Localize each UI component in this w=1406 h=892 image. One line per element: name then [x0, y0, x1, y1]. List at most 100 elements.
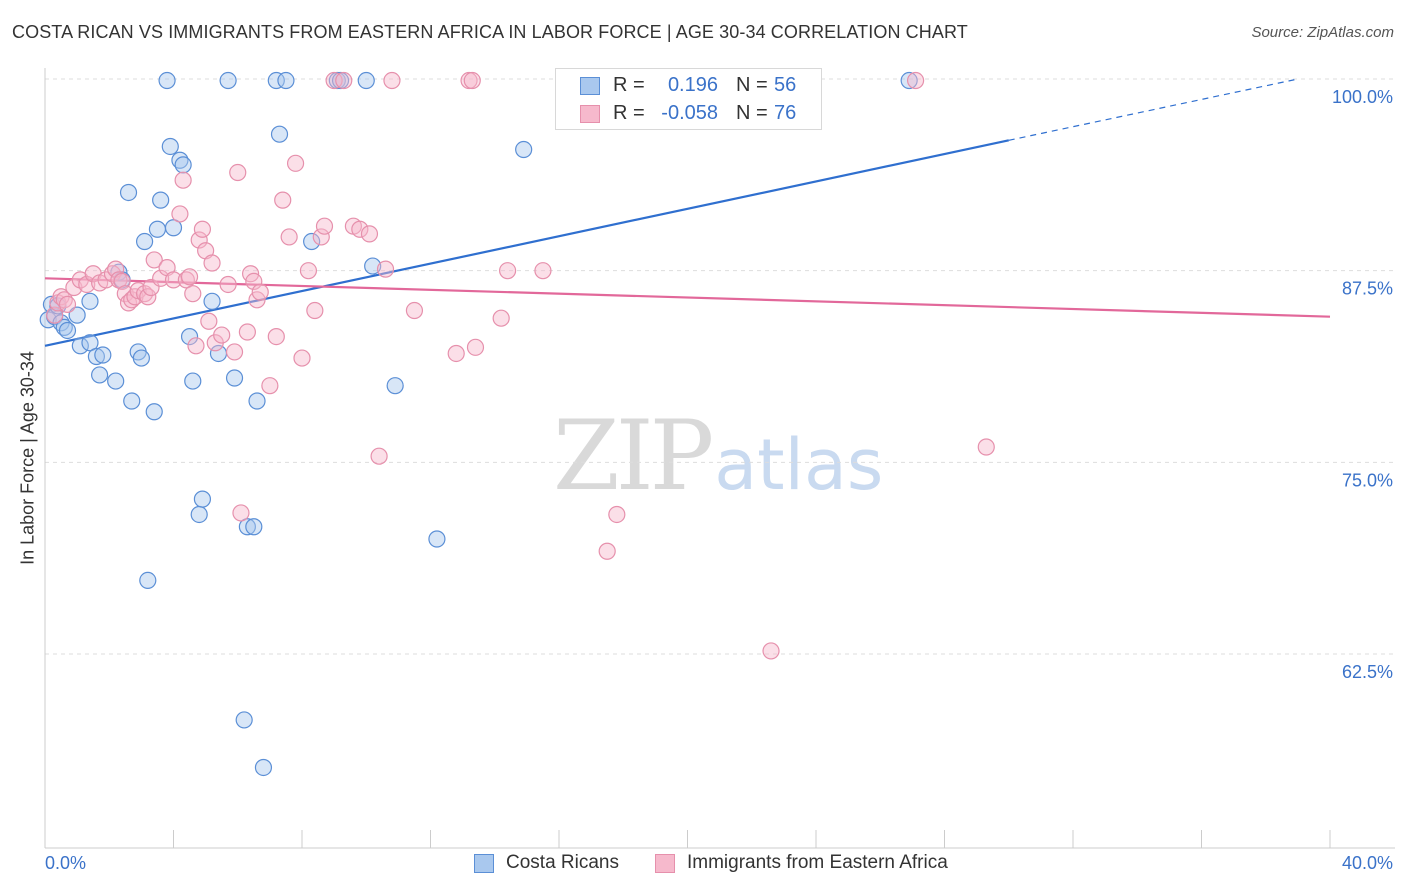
data-point-eastern-africa — [447, 344, 465, 363]
legend-row-costa-ricans: R = 0.196 N = 56 — [556, 72, 821, 100]
data-point-eastern-africa — [190, 231, 208, 249]
data-point-eastern-africa — [213, 326, 231, 344]
data-point-costa-ricans — [145, 403, 163, 421]
data-point-eastern-africa — [55, 291, 73, 309]
data-point-costa-ricans — [123, 392, 141, 410]
watermark: ZIPatlas — [553, 400, 883, 512]
data-point-eastern-africa — [171, 205, 189, 223]
data-point-costa-ricans — [132, 349, 150, 367]
data-point-costa-ricans — [428, 530, 446, 548]
data-point-eastern-africa — [463, 71, 481, 90]
data-point-eastern-africa — [280, 228, 298, 246]
data-point-eastern-africa — [286, 154, 305, 172]
r-label: R = — [613, 74, 645, 96]
data-point-eastern-africa — [312, 228, 330, 246]
data-point-eastern-africa — [184, 285, 202, 303]
data-point-eastern-africa — [274, 191, 292, 209]
data-point-eastern-africa — [177, 271, 195, 289]
data-point-costa-ricans — [357, 71, 375, 90]
n-label: N = — [736, 74, 768, 96]
data-point-costa-ricans — [277, 71, 295, 90]
y-tick-label: 75.0% — [1342, 470, 1393, 490]
data-point-costa-ricans — [248, 392, 266, 410]
data-point-eastern-africa — [116, 285, 134, 303]
y-tick-label: 62.5% — [1342, 662, 1393, 682]
data-point-eastern-africa — [335, 71, 353, 90]
data-point-eastern-africa — [200, 312, 218, 330]
n-value: 76 — [774, 102, 797, 124]
data-point-costa-ricans — [135, 232, 154, 251]
data-point-eastern-africa — [405, 301, 424, 320]
data-points — [39, 71, 995, 777]
data-point-eastern-africa — [534, 262, 552, 280]
data-point-eastern-africa — [499, 262, 517, 280]
trend-line-eastern-africa — [44, 277, 1331, 318]
data-point-costa-ricans — [184, 372, 202, 390]
tick-labels: 62.5% 75.0% 87.5% 100.0% 0.0% 40.0% — [45, 87, 1393, 873]
data-point-costa-ricans — [303, 232, 321, 251]
data-point-costa-ricans — [270, 125, 289, 143]
data-point-eastern-africa — [119, 294, 138, 312]
axes — [44, 68, 1395, 849]
data-point-costa-ricans — [87, 347, 106, 366]
gridlines — [45, 78, 1395, 655]
data-point-eastern-africa — [174, 171, 192, 189]
data-point-costa-ricans — [58, 321, 77, 340]
data-point-eastern-africa — [261, 377, 279, 395]
data-point-eastern-africa — [608, 505, 626, 524]
data-point-eastern-africa — [492, 309, 510, 327]
data-point-eastern-africa — [152, 269, 170, 287]
legend-swatch-pink — [580, 105, 600, 123]
data-point-eastern-africa — [238, 323, 256, 341]
data-point-eastern-africa — [78, 275, 96, 294]
watermark-zip: ZIP — [553, 400, 714, 512]
data-point-eastern-africa — [360, 225, 379, 243]
data-point-costa-ricans — [68, 306, 86, 324]
x-tick-label: 40.0% — [1342, 853, 1393, 873]
data-point-eastern-africa — [225, 343, 244, 361]
data-point-costa-ricans — [81, 334, 99, 352]
data-point-costa-ricans — [91, 366, 109, 384]
data-point-costa-ricans — [119, 183, 138, 202]
data-point-eastern-africa — [762, 642, 780, 660]
data-point-eastern-africa — [219, 275, 237, 294]
data-point-eastern-africa — [466, 338, 485, 356]
data-point-eastern-africa — [906, 71, 925, 90]
chart-title: COSTA RICAN VS IMMIGRANTS FROM EASTERN A… — [12, 22, 968, 42]
n-label: N = — [736, 102, 768, 124]
y-axis-label: In Labor Force | Age 30-34 — [17, 351, 38, 565]
legend-swatch-blue — [580, 77, 600, 95]
data-point-costa-ricans — [107, 372, 125, 390]
data-point-costa-ricans — [161, 137, 179, 156]
data-point-eastern-africa — [977, 438, 995, 456]
data-point-eastern-africa — [203, 254, 221, 272]
data-point-eastern-africa — [164, 271, 183, 289]
y-tick-label: 100.0% — [1332, 87, 1393, 107]
data-point-costa-ricans — [171, 151, 189, 169]
data-point-costa-ricans — [55, 318, 73, 336]
data-point-costa-ricans — [900, 71, 918, 90]
data-point-costa-ricans — [245, 518, 263, 536]
y-tick-label: 87.5% — [1342, 279, 1393, 299]
data-point-eastern-africa — [135, 285, 154, 303]
data-point-costa-ricans — [174, 156, 192, 174]
legend-label: Costa Ricans — [506, 852, 619, 873]
data-point-eastern-africa — [267, 328, 285, 346]
data-point-costa-ricans — [364, 257, 382, 275]
data-point-costa-ricans — [148, 220, 167, 238]
data-point-eastern-africa — [187, 337, 205, 355]
data-point-costa-ricans — [164, 219, 183, 237]
data-point-eastern-africa — [325, 71, 343, 90]
data-point-eastern-africa — [306, 301, 324, 320]
n-value: 56 — [774, 74, 797, 96]
data-point-eastern-africa — [245, 272, 263, 290]
data-point-eastern-africa — [351, 220, 369, 238]
data-point-eastern-africa — [376, 260, 395, 278]
data-point-costa-ricans — [219, 71, 237, 90]
r-value: 0.196 — [667, 74, 718, 96]
data-point-costa-ricans — [152, 191, 170, 209]
data-point-costa-ricans — [235, 711, 253, 729]
data-point-costa-ricans — [190, 505, 208, 524]
data-point-costa-ricans — [238, 518, 256, 536]
